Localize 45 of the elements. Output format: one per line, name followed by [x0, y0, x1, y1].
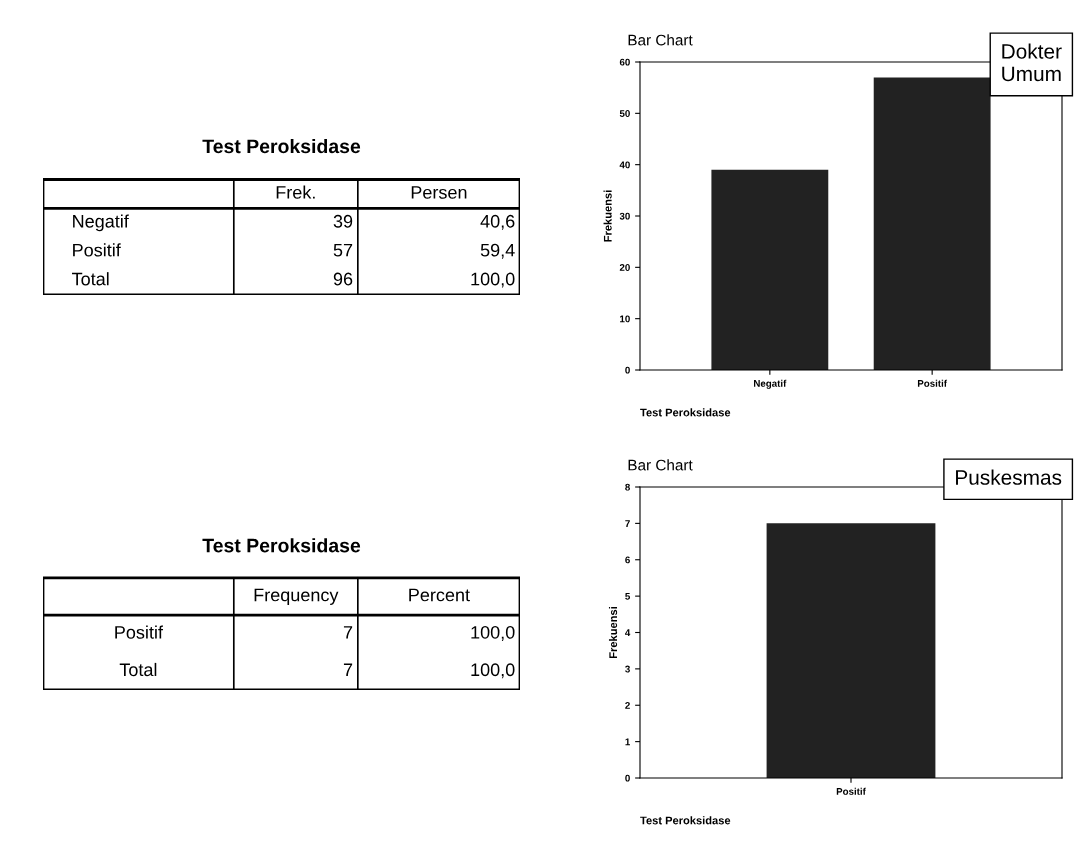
y-tick-label: 1	[625, 738, 631, 746]
y-tick-label: 0	[625, 774, 630, 782]
y-tick-label: 20	[619, 264, 630, 271]
y-tick-label: 7	[625, 520, 630, 527]
y-tick-label: 6	[625, 556, 630, 564]
category-label: Persen	[411, 186, 467, 199]
text: 7	[343, 663, 353, 676]
x-axis-title: Test Peroksidase	[640, 408, 731, 417]
text: 59,4	[480, 243, 515, 259]
y-tick-label: 60	[619, 58, 630, 66]
text: 7	[343, 626, 353, 639]
category-label: Positif	[73, 243, 121, 257]
chart-title: Bar Chart	[628, 459, 693, 471]
chart-title: Bar Chart	[628, 34, 693, 46]
text: 96	[333, 272, 353, 286]
y-tick-label: 0	[625, 366, 630, 374]
category-label: Frek.	[276, 185, 315, 199]
y-tick-label: 30	[619, 212, 630, 220]
text: Test Peroksidase	[202, 538, 361, 553]
text: 39	[333, 214, 353, 228]
category-label: Percent	[409, 588, 470, 602]
y-tick-label: 3	[625, 665, 630, 673]
text: 40,6	[480, 214, 515, 230]
y-tick-label: 4	[625, 629, 631, 637]
category-label: Negatif	[73, 214, 129, 232]
category-label: Total	[119, 662, 157, 677]
text: 100,0	[471, 663, 515, 679]
text: Test Peroksidase	[202, 138, 361, 154]
text: Puskesmas	[956, 469, 1062, 485]
y-tick-label: 10	[620, 315, 630, 323]
text: 100,0	[471, 272, 515, 288]
y-axis-title: Frekuensi	[603, 190, 612, 242]
y-tick-label: 50	[619, 110, 630, 117]
category-label: Total	[72, 272, 109, 286]
x-axis-title: Test Peroksidase	[640, 816, 731, 825]
category-label: Positif	[115, 625, 164, 639]
y-axis-title: Frekuensi	[608, 607, 618, 658]
y-tick-label: 2	[625, 701, 630, 709]
y-tick-label: 5	[625, 592, 631, 600]
text: 100,0	[471, 625, 515, 641]
y-tick-label: 8	[625, 483, 630, 491]
text: 57	[333, 243, 353, 257]
y-tick-label: 40	[619, 161, 630, 169]
category-label: Frequency	[254, 588, 339, 605]
annotation: Dokter Umum	[1002, 43, 1062, 82]
